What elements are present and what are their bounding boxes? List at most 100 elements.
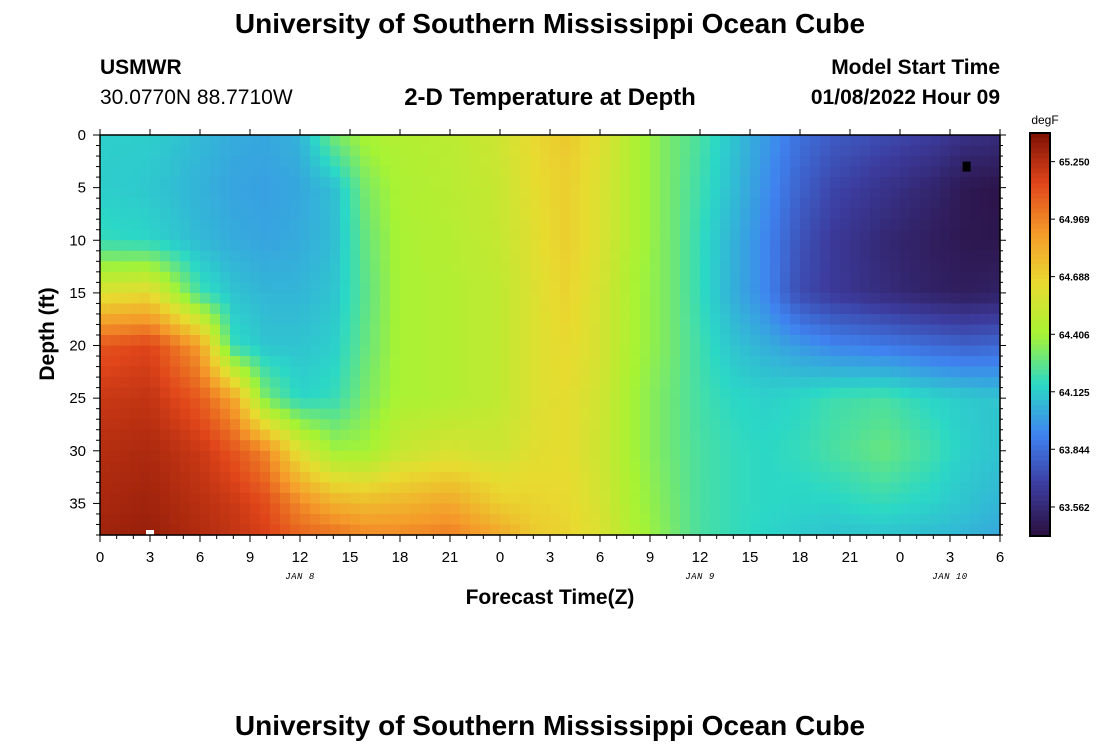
heatmap-cell bbox=[520, 461, 531, 473]
heatmap-cell bbox=[790, 429, 801, 441]
heatmap-cell bbox=[360, 408, 371, 420]
heatmap-cell bbox=[150, 271, 161, 283]
heatmap-cell bbox=[480, 513, 491, 526]
heatmap-cell bbox=[810, 198, 821, 210]
heatmap-cell bbox=[600, 471, 611, 483]
heatmap-cell bbox=[430, 324, 441, 336]
heatmap-cell bbox=[170, 408, 181, 420]
heatmap-cell bbox=[670, 524, 681, 536]
heatmap-cell bbox=[860, 198, 871, 210]
heatmap-cell bbox=[110, 313, 121, 326]
heatmap-cell bbox=[290, 145, 301, 157]
heatmap-cell bbox=[660, 208, 671, 220]
heatmap-cell bbox=[270, 292, 281, 305]
heatmap-cell bbox=[530, 524, 541, 536]
heatmap-cell bbox=[160, 198, 171, 210]
heatmap-cell bbox=[670, 292, 681, 305]
heatmap-cell bbox=[700, 177, 711, 189]
heatmap-cell bbox=[340, 419, 351, 431]
heatmap-cell bbox=[190, 419, 201, 431]
heatmap-cell bbox=[150, 282, 161, 294]
heatmap-cell bbox=[610, 271, 621, 283]
heatmap-cell bbox=[870, 166, 881, 178]
heatmap-cell bbox=[560, 429, 571, 441]
heatmap-cell bbox=[630, 366, 641, 378]
heatmap-cell bbox=[260, 145, 271, 157]
heatmap-cell bbox=[340, 366, 351, 378]
heatmap-cell bbox=[120, 461, 131, 473]
heatmap-cell bbox=[640, 145, 651, 157]
heatmap-cell bbox=[580, 292, 591, 305]
heatmap-cell bbox=[470, 240, 481, 252]
heatmap-cell bbox=[290, 198, 301, 210]
heatmap-cell bbox=[510, 419, 521, 431]
heatmap-cell bbox=[180, 408, 191, 420]
heatmap-cell bbox=[780, 219, 791, 231]
heatmap-cell bbox=[570, 377, 581, 389]
heatmap-cell bbox=[290, 219, 301, 231]
heatmap-cell bbox=[590, 429, 601, 441]
heatmap-cell bbox=[250, 145, 261, 157]
heatmap-cell bbox=[530, 492, 541, 505]
heatmap-cell bbox=[390, 471, 401, 483]
heatmap-cell bbox=[390, 240, 401, 252]
heatmap-cell bbox=[100, 135, 111, 147]
heatmap-cell bbox=[460, 271, 471, 283]
heatmap-cell bbox=[760, 177, 771, 189]
heatmap-cell bbox=[620, 408, 631, 420]
heatmap-cell bbox=[320, 345, 331, 357]
heatmap-cell bbox=[590, 366, 601, 378]
heatmap-cell bbox=[650, 187, 661, 199]
heatmap-cell bbox=[570, 440, 581, 452]
heatmap-cell bbox=[980, 187, 991, 199]
heatmap-cell bbox=[160, 261, 171, 273]
colorbar-segment bbox=[1030, 455, 1050, 462]
heatmap-cell bbox=[450, 313, 461, 326]
heatmap-cell bbox=[720, 208, 731, 220]
heatmap-cell bbox=[210, 166, 221, 178]
heatmap-cell bbox=[100, 271, 111, 283]
colorbar-tick-label: 63.562 bbox=[1059, 503, 1090, 514]
heatmap-cell bbox=[740, 398, 751, 410]
heatmap-cell bbox=[290, 324, 301, 336]
heatmap-cell bbox=[460, 345, 471, 357]
heatmap-cell bbox=[140, 450, 151, 462]
heatmap-cell bbox=[580, 524, 591, 536]
heatmap-cell bbox=[420, 145, 431, 157]
heatmap-cell bbox=[480, 471, 491, 483]
heatmap-cell bbox=[790, 303, 801, 315]
heatmap-cell bbox=[360, 303, 371, 315]
heatmap-cell bbox=[620, 471, 631, 483]
heatmap-cell bbox=[720, 229, 731, 241]
heatmap-cell bbox=[920, 177, 931, 189]
heatmap-cell bbox=[990, 208, 1001, 220]
heatmap-cell bbox=[510, 387, 521, 399]
heatmap-cell bbox=[520, 408, 531, 420]
heatmap-cell bbox=[970, 471, 981, 483]
heatmap-cell bbox=[210, 303, 221, 315]
heatmap-cell bbox=[500, 513, 511, 526]
heatmap-cell bbox=[130, 398, 141, 410]
heatmap-cell bbox=[850, 377, 861, 389]
heatmap-cell bbox=[930, 377, 941, 389]
heatmap-cell bbox=[980, 240, 991, 252]
heatmap-cell bbox=[630, 198, 641, 210]
heatmap-cell bbox=[930, 503, 941, 515]
heatmap-cell bbox=[900, 229, 911, 241]
heatmap-cell bbox=[850, 145, 861, 157]
heatmap-cell bbox=[160, 313, 171, 326]
heatmap-cell bbox=[910, 440, 921, 452]
colorbar-segment bbox=[1030, 500, 1050, 507]
heatmap-cell bbox=[750, 271, 761, 283]
heatmap-cell bbox=[680, 366, 691, 378]
heatmap-cell bbox=[940, 250, 951, 262]
heatmap-cell bbox=[110, 229, 121, 241]
heatmap-cell bbox=[440, 471, 451, 483]
heatmap-cell bbox=[170, 398, 181, 410]
heatmap-cell bbox=[590, 377, 601, 389]
heatmap-cell bbox=[890, 419, 901, 431]
heatmap-cell bbox=[130, 429, 141, 441]
heatmap-cell bbox=[210, 313, 221, 326]
heatmap-cell bbox=[350, 471, 361, 483]
heatmap-cell bbox=[960, 145, 971, 157]
